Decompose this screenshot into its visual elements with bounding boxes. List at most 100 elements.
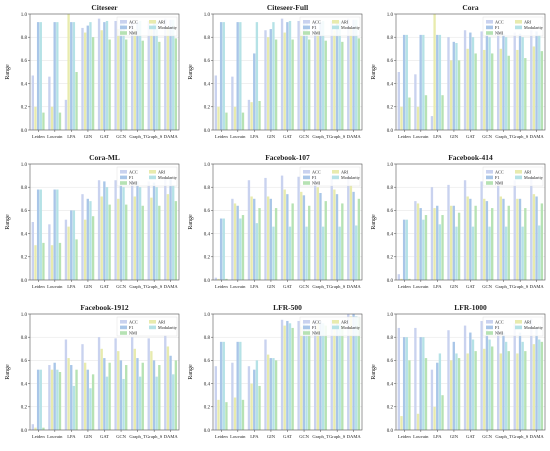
legend-label: F1 xyxy=(129,175,133,180)
legend-label: ARI xyxy=(524,169,532,174)
x-tick-label: Leiden xyxy=(398,284,411,289)
bar xyxy=(455,43,458,130)
bar xyxy=(457,60,461,130)
bar-chart: Facebook-107 Range 0.0 0.2 0.4 0.6 0.8 1.0 Leide… xyxy=(188,153,363,289)
x-tick-label: Louvain xyxy=(413,434,429,439)
bar xyxy=(480,320,483,430)
legend-swatch xyxy=(149,175,156,180)
bar xyxy=(355,19,358,130)
x-tick-label: GCN xyxy=(299,134,309,139)
bar xyxy=(53,189,56,280)
bar xyxy=(507,55,510,131)
bar xyxy=(75,239,78,280)
x-tick-label: LPA xyxy=(67,284,76,289)
bar xyxy=(408,97,411,130)
bar xyxy=(39,189,42,280)
bar xyxy=(97,337,101,430)
bar xyxy=(405,34,408,130)
legend-swatch xyxy=(332,25,339,30)
bar xyxy=(430,116,434,130)
bar xyxy=(117,198,120,280)
bar xyxy=(455,226,458,280)
x-tick-label: GIN xyxy=(84,434,93,439)
bar xyxy=(288,323,292,430)
legend-swatch xyxy=(120,20,127,24)
x-tick-label: GCN xyxy=(116,434,126,439)
bar xyxy=(164,18,167,130)
bar xyxy=(524,351,527,430)
bar xyxy=(72,22,76,130)
bar xyxy=(422,337,425,430)
bar xyxy=(308,329,311,430)
bar xyxy=(31,424,35,430)
y-tick-label: 0.4 xyxy=(204,82,211,87)
bar xyxy=(266,196,270,280)
legend-swatch xyxy=(120,331,127,335)
bar xyxy=(217,106,220,130)
legend-swatch xyxy=(515,170,522,174)
legend-box xyxy=(116,16,178,37)
bar xyxy=(424,358,428,430)
bar xyxy=(516,49,519,130)
bar xyxy=(172,374,175,430)
y-tick-label: 0.8 xyxy=(204,36,211,41)
y-tick-label: 0.8 xyxy=(21,36,28,41)
legend-swatch xyxy=(515,175,522,180)
x-tick-label: LPA xyxy=(250,434,259,439)
y-tick-label: 1.0 xyxy=(204,163,211,168)
bar xyxy=(283,32,286,131)
bar xyxy=(424,95,428,130)
chart-panel: Facebook-1912 Range 0.0 0.2 0.4 0.6 0.8 1.0 Leid… xyxy=(0,300,183,450)
bar xyxy=(316,187,319,280)
bar xyxy=(141,40,144,130)
legend-label: F1 xyxy=(312,325,316,330)
x-tick-label: Graph_T xyxy=(312,284,329,289)
y-axis-label: Range xyxy=(188,364,194,380)
bar xyxy=(491,208,494,280)
bar xyxy=(67,226,70,280)
legend-swatch xyxy=(120,181,127,185)
bar xyxy=(532,46,536,131)
legend-label: NMI xyxy=(129,331,138,336)
bar xyxy=(70,210,73,280)
x-tick-label: DAMA xyxy=(530,134,545,139)
legend-label: F1 xyxy=(129,325,133,330)
bar xyxy=(91,37,95,131)
bar xyxy=(264,339,267,430)
bar xyxy=(239,341,242,430)
bar xyxy=(214,366,218,430)
x-tick-label: DAMA xyxy=(164,134,179,139)
bar xyxy=(402,337,406,430)
y-tick-label: 1.0 xyxy=(204,13,211,18)
chart-title: Facebook-414 xyxy=(448,153,493,162)
bar xyxy=(347,173,350,280)
legend-label: Modularity xyxy=(158,175,178,180)
bar xyxy=(122,187,125,280)
bar xyxy=(338,226,341,280)
bar xyxy=(36,369,40,430)
legend-swatch xyxy=(486,320,493,324)
bar xyxy=(67,358,70,430)
bar xyxy=(258,385,261,430)
bar xyxy=(330,175,333,280)
bar xyxy=(335,194,339,280)
bar xyxy=(438,224,442,280)
bar xyxy=(466,48,469,130)
bar xyxy=(253,53,256,130)
y-axis-label: Range xyxy=(188,64,194,80)
bar xyxy=(125,365,128,430)
bar xyxy=(136,358,139,430)
bar xyxy=(430,187,434,280)
bar xyxy=(219,341,223,430)
bar xyxy=(83,362,87,430)
bar xyxy=(504,341,508,430)
bar xyxy=(97,180,101,280)
bar xyxy=(433,14,436,130)
bar xyxy=(424,215,428,280)
bar xyxy=(231,198,234,280)
bar xyxy=(272,358,275,430)
legend-swatch xyxy=(332,20,339,24)
legend-swatch xyxy=(120,170,127,174)
bar xyxy=(86,198,89,280)
legend-swatch xyxy=(149,20,156,24)
